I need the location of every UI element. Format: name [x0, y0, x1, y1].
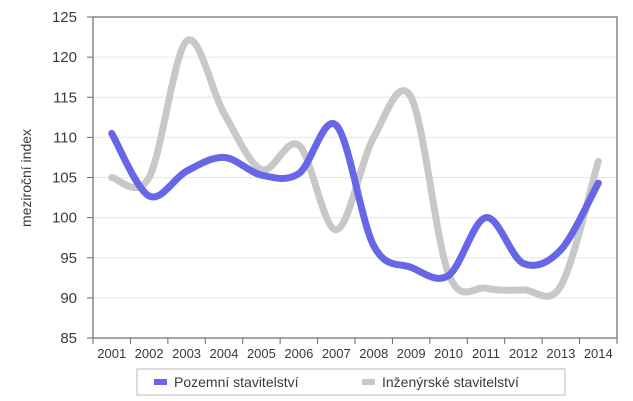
y-tick-label: 100: [52, 210, 77, 227]
y-tick-label: 90: [60, 290, 77, 307]
x-tick-label: 2014: [584, 346, 613, 361]
x-tick-label: 2009: [397, 346, 426, 361]
y-tick-label: 115: [53, 89, 77, 106]
legend-swatch-pozemni: [154, 379, 167, 385]
x-tick-label: 2006: [284, 346, 313, 361]
y-axis: 85 90 95 100 105 110 115 120 125: [52, 9, 93, 347]
legend: Pozemní stavitelství Inženýrské stavitel…: [136, 368, 566, 396]
x-tick-label: 2008: [359, 346, 388, 361]
y-axis-label: meziroční index: [18, 129, 34, 227]
x-tick-label: 2003: [172, 346, 201, 361]
y-tick-label: 95: [60, 250, 77, 267]
y-tick-label: 105: [52, 170, 77, 187]
x-tick-label: 2012: [509, 346, 538, 361]
y-tick-label: 125: [52, 9, 77, 26]
legend-label-inzenyrske: Inženýrské stavitelství: [382, 374, 519, 390]
y-tick-label: 120: [52, 49, 77, 66]
legend-box: [136, 368, 566, 396]
x-tick-label: 2010: [434, 346, 463, 361]
x-axis: 2001 2002 2003 2004 2005 2006 2007 2008 2009 2010…: [92, 338, 618, 361]
x-tick-label: 2004: [210, 346, 239, 361]
series-line-pozemni: [108, 120, 602, 282]
legend-swatch-inzenyrske: [362, 379, 375, 385]
y-tick-label: 85: [60, 330, 77, 347]
x-tick-label: 2011: [472, 346, 500, 361]
series-lines: [108, 36, 602, 300]
x-tick-label: 2013: [546, 346, 575, 361]
x-tick-label: 2001: [97, 346, 126, 361]
y-tick-label: 110: [53, 129, 77, 146]
x-tick-label: 2007: [322, 346, 351, 361]
legend-label-pozemni: Pozemní stavitelství: [174, 374, 299, 390]
x-tick-label: 2002: [135, 346, 164, 361]
x-tick-label: 2005: [247, 346, 276, 361]
